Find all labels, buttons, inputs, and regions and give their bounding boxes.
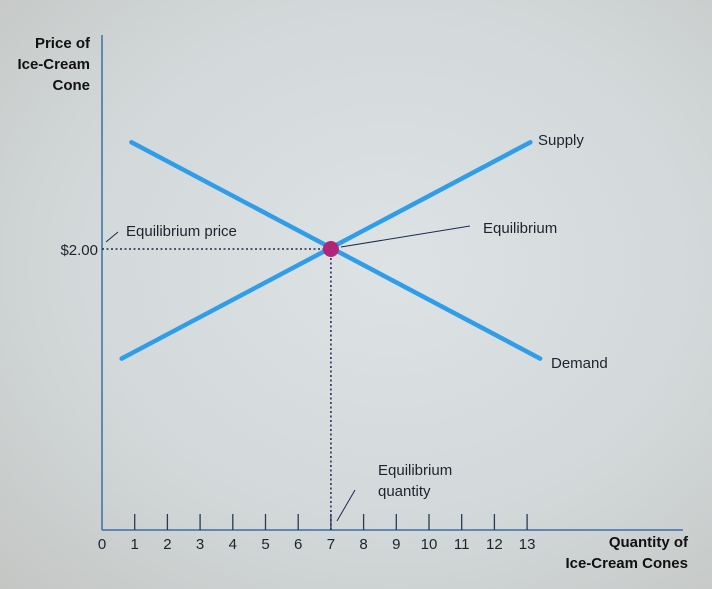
equilibrium-quantity-label: quantity [378, 483, 431, 500]
equilibrium-label: Equilibrium [483, 220, 557, 237]
equilibrium-point [322, 241, 339, 257]
equilibrium-quantity-label: Equilibrium [378, 462, 452, 479]
y-axis-title: Cone [53, 77, 91, 94]
x-tick-label: 6 [294, 536, 302, 553]
demand-label: Demand [551, 355, 608, 372]
x-tick-label: 9 [392, 536, 400, 553]
price-annotation-leader [105, 231, 119, 243]
x-tick-label: 7 [327, 536, 335, 553]
y-axis-title: Ice-Cream [17, 56, 90, 73]
supply-label: Supply [538, 132, 584, 149]
y-tick-label: $2.00 [60, 242, 98, 259]
x-tick-label: 4 [229, 536, 237, 553]
x-tick-label: 2 [163, 536, 171, 553]
x-axis-title: Quantity of [609, 534, 689, 551]
x-tick-label: 3 [196, 536, 204, 553]
x-tick-label: 8 [359, 536, 367, 553]
y-axis-title: Price of [35, 35, 91, 52]
x-tick-label: 5 [261, 536, 269, 553]
quantity-annotation-leader [336, 489, 356, 522]
equilibrium-price-label: Equilibrium price [126, 223, 237, 240]
x-tick-label: 11 [454, 536, 470, 553]
x-tick-label: 0 [98, 536, 106, 553]
x-tick-label: 13 [519, 536, 536, 553]
x-tick-label: 1 [131, 536, 139, 553]
x-axis-title: Ice-Cream Cones [565, 555, 688, 572]
equilibrium-leader [340, 225, 471, 248]
x-tick-label: 10 [421, 536, 438, 553]
x-tick-label: 12 [486, 536, 503, 553]
